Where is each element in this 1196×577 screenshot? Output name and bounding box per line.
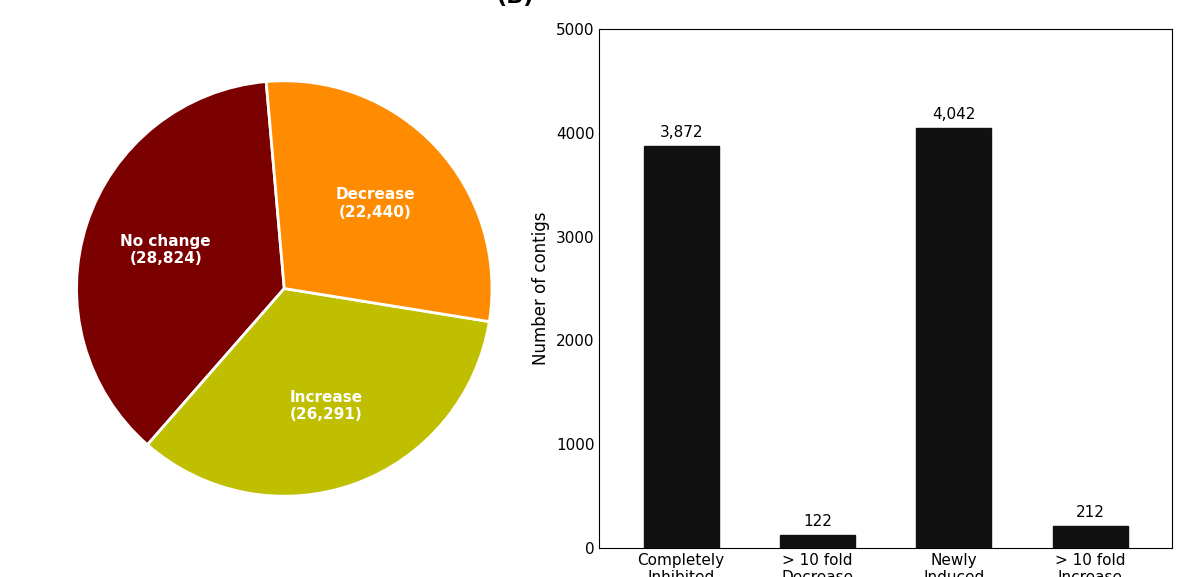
Text: 4,042: 4,042	[932, 107, 976, 122]
Bar	[1052, 526, 1128, 548]
Text: Increase
(26,291): Increase (26,291)	[289, 389, 364, 422]
Wedge shape	[147, 288, 489, 496]
Text: Decrease
(22,440): Decrease (22,440)	[336, 188, 415, 220]
Text: 3,872: 3,872	[659, 125, 703, 140]
Text: (B): (B)	[496, 0, 533, 8]
Y-axis label: Number of contigs: Number of contigs	[532, 212, 550, 365]
Bar	[916, 128, 991, 548]
Bar	[643, 146, 719, 548]
Text: No change
(28,824): No change (28,824)	[121, 234, 212, 266]
Text: 122: 122	[803, 514, 832, 529]
Wedge shape	[77, 81, 285, 445]
Bar	[780, 535, 855, 548]
Wedge shape	[267, 81, 492, 321]
Text: 212: 212	[1076, 505, 1105, 520]
